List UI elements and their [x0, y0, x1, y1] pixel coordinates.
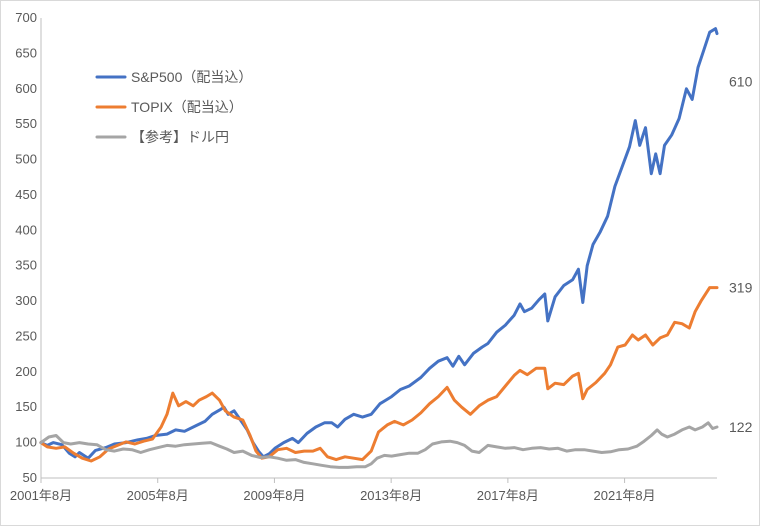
legend: S&P500（配当込） TOPIX（配当込） 【参考】ドル円	[95, 69, 252, 145]
legend-label-1: TOPIX（配当込）	[131, 99, 243, 115]
x-tick-label: 2009年8月	[243, 488, 305, 503]
y-tick-label: 650	[15, 45, 37, 60]
x-tick-label: 2013年8月	[360, 488, 422, 503]
axes: 50 100 150 200 250 300 350 400 450 500 550 600 650 70…	[10, 10, 717, 503]
series-line-0	[39, 27, 719, 460]
series-lines	[39, 27, 719, 469]
y-tick-label: 500	[15, 152, 37, 167]
y-tick-label: 600	[15, 81, 37, 96]
x-tick-label: 2017年8月	[477, 488, 539, 503]
y-tick-label: 50	[23, 470, 37, 485]
end-value-label-0: 610	[729, 74, 753, 90]
series-line-1	[39, 286, 719, 463]
end-value-label-2: 122	[729, 419, 753, 435]
x-tick-label: 2005年8月	[127, 488, 189, 503]
y-tick-label: 400	[15, 222, 37, 237]
y-tick-label: 100	[15, 435, 37, 450]
x-tick-label: 2001年8月	[10, 488, 72, 503]
end-labels: 610 319 122	[729, 74, 753, 435]
y-tick-label: 700	[15, 10, 37, 25]
y-tick-label: 350	[15, 258, 37, 273]
y-tick-label: 550	[15, 116, 37, 131]
x-tick-label: 2021年8月	[594, 488, 656, 503]
y-tick-label: 300	[15, 293, 37, 308]
y-tick-label: 200	[15, 364, 37, 379]
end-value-label-1: 319	[729, 280, 753, 296]
y-tick-label: 150	[15, 399, 37, 414]
series-line-2	[39, 421, 719, 469]
legend-label-0: S&P500（配当込）	[131, 69, 252, 85]
legend-label-2: 【参考】ドル円	[131, 129, 229, 145]
y-tick-label: 250	[15, 328, 37, 343]
y-tick-label: 450	[15, 187, 37, 202]
